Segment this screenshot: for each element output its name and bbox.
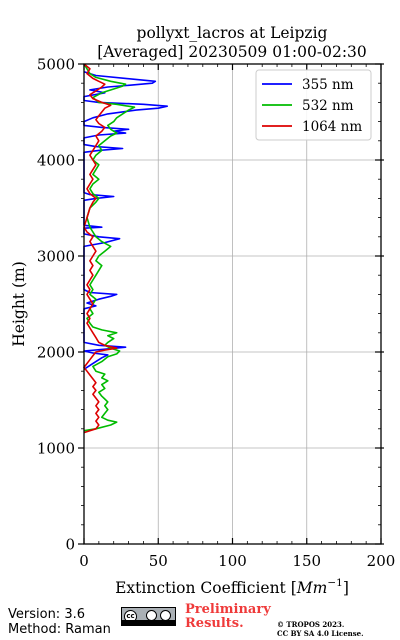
y-tick-label: 4000 xyxy=(37,152,75,170)
legend-box xyxy=(255,69,372,141)
x-axis-label: Extinction Coefficient [Mm−1] xyxy=(115,577,349,597)
legend-label-1: 355 nm xyxy=(302,77,354,93)
legend-label-3: 1064 nm xyxy=(302,119,362,135)
y-tick-label: 3000 xyxy=(37,248,75,266)
x-axis-label-close: ] xyxy=(343,579,349,597)
legend: 355 nm 532 nm 1064 nm xyxy=(255,69,372,141)
x-axis-label-exponent: −1 xyxy=(327,577,342,589)
x-tick-labels: 0 50 100 150 200 xyxy=(79,552,395,570)
version-label: Version: 3.6 xyxy=(8,607,85,622)
series-line-2 xyxy=(83,63,136,432)
preliminary-line-1: Preliminary xyxy=(185,602,271,617)
y-tick-label: 2000 xyxy=(37,344,75,362)
chart-subtitle: [Averaged] 20230509 01:00-02:30 xyxy=(97,43,367,61)
series-lines xyxy=(83,63,168,434)
x-axis-label-base: Extinction Coefficient [ xyxy=(115,579,297,597)
y-axis-label: Height (m) xyxy=(10,261,28,347)
x-tick-label: 100 xyxy=(218,552,247,570)
x-tick-label: 50 xyxy=(149,552,168,570)
preliminary-line-2: Results. xyxy=(185,616,244,631)
x-tick-label: 0 xyxy=(79,552,89,570)
x-tick-label: 150 xyxy=(292,552,321,570)
copyright-line-1: © TROPOS 2023. xyxy=(277,620,345,629)
y-tick-label: 5000 xyxy=(37,56,75,74)
y-tick-label: 0 xyxy=(65,536,75,554)
y-tick-labels: 0 1000 2000 3000 4000 5000 xyxy=(37,56,75,554)
method-label: Method: Raman xyxy=(8,622,111,637)
chart-title: pollyxt_lacros at Leipzig xyxy=(137,24,328,42)
axis-ticks xyxy=(78,63,384,545)
copyright-line-2: CC BY SA 4.0 License. xyxy=(277,629,364,638)
series-line-3 xyxy=(83,63,118,434)
x-axis-label-unit: Mm xyxy=(296,579,328,597)
copyright-notice: © TROPOS 2023. CC BY SA 4.0 License. xyxy=(277,620,364,638)
y-tick-label: 1000 xyxy=(37,440,75,458)
x-tick-label: 200 xyxy=(367,552,396,570)
cc-by-sa-badge-icon: cc xyxy=(121,607,176,626)
legend-label-2: 532 nm xyxy=(302,98,354,114)
preliminary-notice: Preliminary Results. xyxy=(185,603,271,631)
series-line-1 xyxy=(83,70,168,370)
